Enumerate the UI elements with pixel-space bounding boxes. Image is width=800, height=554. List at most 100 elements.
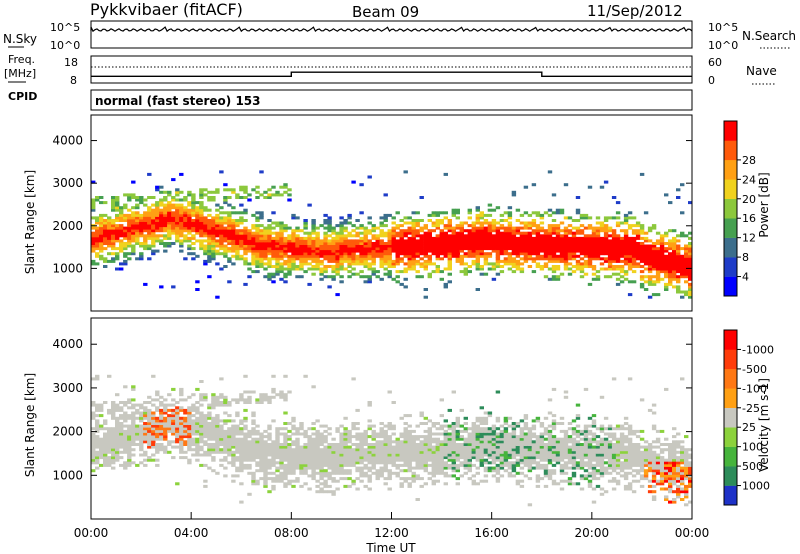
data-cell [215, 437, 220, 441]
data-cell [159, 224, 164, 228]
data-cell [179, 206, 184, 210]
data-cell [255, 456, 260, 460]
data-cell [371, 224, 376, 228]
data-cell [431, 252, 436, 256]
data-cell [243, 229, 248, 233]
data-cell [303, 247, 308, 251]
data-cell [271, 247, 276, 251]
data-cell [295, 236, 300, 240]
data-cell [235, 427, 240, 431]
data-cell [672, 242, 677, 245]
data-cell [227, 249, 232, 253]
data-cell [323, 440, 328, 444]
data-cell [631, 231, 637, 235]
data-cell [243, 401, 248, 404]
data-cell [211, 257, 216, 261]
data-cell [215, 395, 220, 399]
data-cell [387, 262, 392, 266]
data-cell [595, 257, 601, 261]
data-cell [668, 277, 673, 281]
data-cell [211, 229, 216, 233]
data-cell [215, 398, 220, 402]
data-cell [283, 463, 288, 467]
data-cell [283, 393, 288, 397]
data-cell [139, 445, 144, 449]
data-cell [111, 221, 116, 225]
data-cell [195, 206, 200, 210]
data-cell [567, 435, 573, 439]
data-cell [311, 466, 316, 470]
data-cell [387, 448, 392, 452]
data-cell [495, 390, 501, 394]
data-cell [111, 196, 116, 199]
data-cell [167, 450, 172, 454]
data-cell [575, 229, 581, 233]
data-cell [99, 257, 104, 261]
data-cell [367, 247, 372, 251]
data-cell [431, 211, 436, 215]
data-cell [672, 229, 677, 233]
data-cell [267, 247, 272, 251]
data-cell [551, 211, 557, 215]
data-cell [291, 259, 296, 263]
data-cell [155, 229, 160, 233]
data-cell [559, 471, 565, 475]
data-cell [203, 443, 208, 446]
data-cell [664, 285, 669, 289]
data-cell [291, 463, 296, 467]
data-cell [343, 456, 348, 460]
data-cell [355, 432, 360, 436]
data-cell [371, 252, 376, 256]
data-cell [323, 456, 328, 460]
data-cell [307, 242, 312, 245]
data-cell [455, 463, 460, 467]
data-cell [403, 456, 408, 460]
data-cell [639, 226, 645, 230]
data-cell [303, 432, 308, 436]
data-cell [115, 239, 120, 243]
data-cell [111, 403, 116, 407]
data-cell [127, 236, 132, 240]
data-cell [147, 458, 152, 462]
data-cell [467, 216, 472, 220]
data-cell [131, 385, 136, 389]
data-cell [684, 272, 689, 276]
data-cell [339, 275, 344, 279]
data-cell [668, 262, 673, 266]
data-cell [547, 231, 553, 235]
data-cell [419, 414, 424, 418]
data-cell [595, 252, 601, 256]
data-cell [567, 236, 573, 240]
data-cell [551, 231, 557, 235]
data-cell [239, 395, 244, 399]
data-cell [423, 239, 428, 243]
data-cell [479, 453, 484, 457]
data-cell [259, 448, 264, 452]
data-cell [127, 437, 132, 441]
data-cell [399, 477, 404, 481]
data-cell [603, 216, 609, 220]
data-cell [355, 469, 360, 473]
data-cell [455, 419, 460, 423]
data-cell [375, 461, 380, 465]
data-cell [263, 440, 268, 444]
data-cell [475, 267, 480, 271]
data-cell [551, 422, 557, 425]
data-cell [235, 244, 240, 248]
data-cell [351, 450, 356, 454]
data-cell [303, 236, 308, 240]
data-cell [323, 219, 328, 222]
data-cell [227, 234, 232, 238]
data-cell [475, 208, 480, 212]
data-cell [511, 432, 517, 436]
data-cell [107, 463, 112, 467]
data-cell [607, 265, 613, 268]
data-cell [407, 469, 412, 473]
data-cell [215, 216, 220, 220]
data-cell [375, 474, 380, 478]
data-cell [271, 193, 276, 197]
data-cell [295, 234, 300, 238]
data-cell [439, 239, 444, 243]
data-cell [151, 432, 156, 436]
data-cell [315, 443, 320, 446]
